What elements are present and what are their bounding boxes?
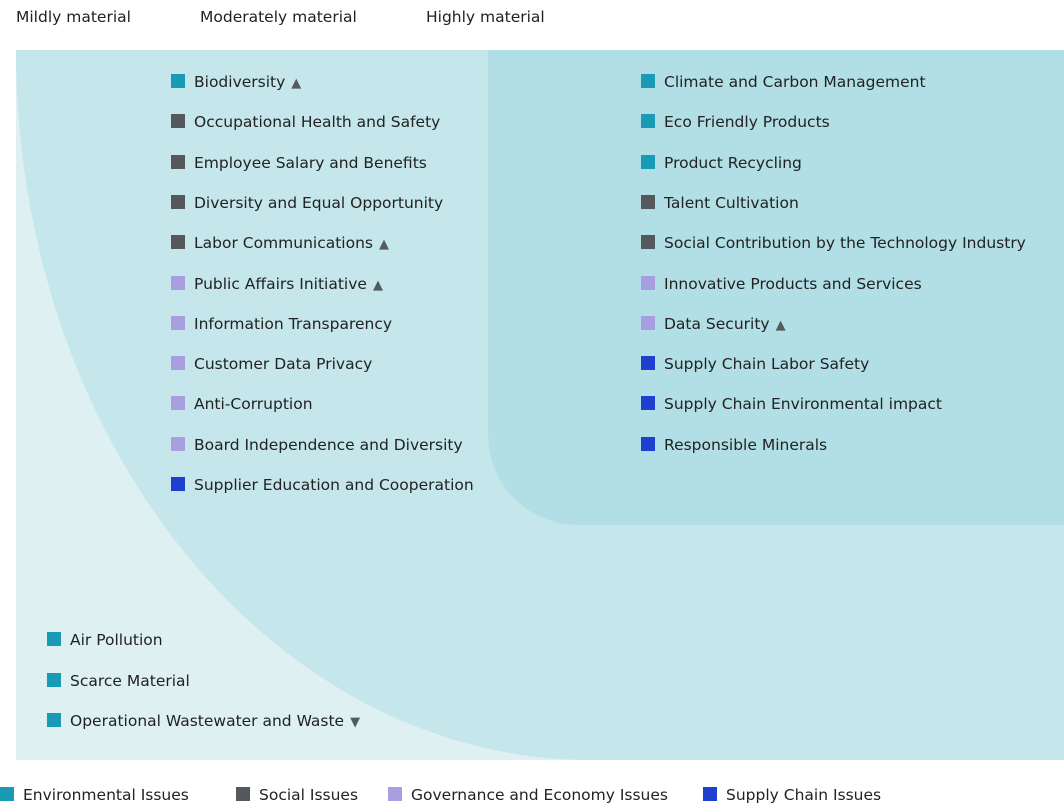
- item-label: Biodiversity: [194, 73, 286, 91]
- high-zone: [488, 50, 1064, 525]
- material-item: Employee Salary and Benefits: [171, 153, 427, 173]
- material-item: Occupational Health and Safety: [171, 112, 440, 132]
- item-label: Information Transparency: [194, 314, 393, 333]
- material-item: Biodiversity ▲: [171, 72, 301, 94]
- material-item: Responsible Minerals: [641, 435, 827, 455]
- item-label: Data Security: [664, 314, 770, 333]
- material-item: Air Pollution: [47, 630, 163, 650]
- item-label: Scarce Material: [70, 671, 190, 690]
- material-item: Information Transparency: [171, 314, 392, 334]
- item-label: Eco Friendly Products: [664, 113, 830, 132]
- trend-marker: ▲: [775, 317, 786, 333]
- category-square: [641, 436, 655, 451]
- category-square: [641, 114, 655, 129]
- category-square: [47, 632, 61, 646]
- item-label: Social Contribution by the Technology In…: [664, 234, 1026, 253]
- category-square: [171, 114, 185, 129]
- category-square: [703, 787, 717, 801]
- category-square: [641, 275, 655, 290]
- item-label: Innovative Products and Services: [664, 274, 922, 293]
- category-square: [171, 194, 185, 209]
- material-item: Talent Cultivation: [641, 193, 799, 213]
- category-square: [641, 315, 655, 330]
- material-item: Operational Wastewater and Waste ▼: [47, 711, 360, 733]
- item-label: Responsible Minerals: [664, 435, 828, 454]
- material-item: Social Contribution by the Technology In…: [641, 233, 1026, 253]
- level-label: Moderately material: [200, 8, 357, 26]
- legend-entry: Social Issues: [236, 785, 358, 805]
- item-label: Talent Cultivation: [664, 193, 799, 212]
- item-label: Operational Wastewater and Waste: [70, 712, 345, 730]
- item-label: Governance and Economy Issues: [411, 786, 668, 804]
- category-square: [171, 436, 185, 451]
- item-label: Board Independence and Diversity: [194, 435, 463, 454]
- category-square: [388, 787, 402, 801]
- category-square: [171, 74, 185, 88]
- category-square: [236, 787, 250, 801]
- material-item: Product Recycling: [641, 153, 802, 173]
- level-label: Mildly material: [16, 8, 131, 26]
- category-square: [641, 356, 655, 371]
- category-square: [171, 396, 185, 411]
- category-square: [171, 477, 185, 491]
- material-item: Public Affairs Initiative ▲: [171, 274, 383, 296]
- item-label: Supply Chain Issues: [726, 786, 882, 804]
- category-square: [171, 356, 185, 371]
- category-square: [641, 194, 655, 209]
- item-label: Social Issues: [259, 786, 359, 804]
- category-square: [171, 154, 185, 169]
- trend-marker: ▼: [350, 715, 361, 730]
- material-item: Labor Communications ▲: [171, 233, 389, 255]
- item-label: Air Pollution: [70, 631, 163, 649]
- category-square: [171, 315, 185, 330]
- category-square: [641, 396, 655, 411]
- material-item: Innovative Products and Services: [641, 274, 922, 294]
- trend-marker: ▲: [372, 277, 383, 293]
- material-item: Data Security ▲: [641, 314, 786, 336]
- category-square: [171, 275, 185, 290]
- item-label: Supplier Education and Cooperation: [194, 476, 474, 494]
- category-square: [641, 235, 655, 250]
- legend-entry: Environmental Issues: [0, 785, 189, 805]
- material-item: Supply Chain Labor Safety: [641, 354, 869, 374]
- item-label: Employee Salary and Benefits: [194, 153, 427, 172]
- category-square: [171, 235, 185, 250]
- material-item: Supplier Education and Cooperation: [171, 475, 474, 495]
- material-item: Supply Chain Environmental impact: [641, 394, 942, 414]
- material-item: Scarce Material: [47, 671, 190, 691]
- legend-entry: Supply Chain Issues: [703, 785, 881, 805]
- level-label: Highly material: [426, 8, 545, 26]
- material-item: Diversity and Equal Opportunity: [171, 193, 443, 213]
- material-item: Customer Data Privacy: [171, 354, 372, 374]
- item-label: Supply Chain Environmental impact: [664, 395, 942, 414]
- material-item: Anti-Corruption: [171, 394, 313, 414]
- item-label: Environmental Issues: [23, 786, 189, 804]
- material-item: Climate and Carbon Management: [641, 72, 926, 92]
- trend-marker: ▲: [291, 76, 302, 91]
- category-square: [641, 154, 655, 169]
- item-label: Product Recycling: [664, 153, 802, 172]
- item-label: Climate and Carbon Management: [664, 73, 926, 91]
- category-square: [0, 787, 14, 801]
- item-label: Supply Chain Labor Safety: [664, 355, 870, 374]
- item-label: Diversity and Equal Opportunity: [194, 193, 444, 212]
- material-item: Board Independence and Diversity: [171, 435, 463, 455]
- trend-marker: ▲: [379, 237, 389, 253]
- category-square: [47, 672, 61, 687]
- legend-entry: Governance and Economy Issues: [388, 785, 668, 805]
- item-label: Labor Communications: [194, 234, 373, 253]
- item-label: Customer Data Privacy: [194, 355, 373, 374]
- item-label: Occupational Health and Safety: [194, 113, 441, 132]
- category-square: [47, 713, 61, 727]
- category-square: [641, 74, 655, 88]
- item-label: Anti-Corruption: [194, 395, 313, 414]
- item-label: Public Affairs Initiative: [194, 274, 367, 293]
- material-item: Eco Friendly Products: [641, 112, 830, 132]
